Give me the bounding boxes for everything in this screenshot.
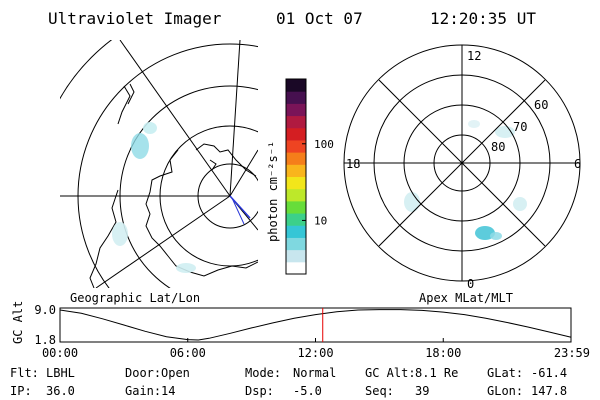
orbit-x-ticks: 00:00 06:00 12:00 18:00 23:59 xyxy=(42,338,590,360)
readout-value: LBHL xyxy=(46,366,75,380)
readout-label: Mode: xyxy=(245,366,281,380)
readout-label: Door: xyxy=(125,366,161,380)
mlt-label-18: 18 xyxy=(346,157,360,171)
colorbar-step xyxy=(286,139,306,153)
magnetic-polar-plot xyxy=(343,44,581,282)
readout-value: Normal xyxy=(293,366,336,380)
colorbar-step xyxy=(286,79,306,92)
colorbar-tick-label: 100 xyxy=(314,138,334,151)
geographic-map xyxy=(60,40,258,288)
colorbar-step xyxy=(286,103,306,117)
geographic-label: Geographic Lat/Lon xyxy=(70,291,200,305)
colorbar-step xyxy=(286,176,306,190)
mlt-label-6: 6 xyxy=(574,157,581,171)
status-readout: Flt: LBHL Door: Open Mode: Normal GC Alt: 8.1 R… xyxy=(10,366,567,398)
mlt-label-0: 0 xyxy=(467,277,474,291)
readout-value: 14 xyxy=(161,384,175,398)
orbit-y-tick-label: 9.0 xyxy=(34,303,56,317)
coastlines xyxy=(89,83,258,288)
colorbar-step xyxy=(286,152,306,165)
readout-label: IP: xyxy=(10,384,32,398)
colorbar-step xyxy=(286,164,306,177)
colorbar-step xyxy=(286,127,306,141)
readout-label: GLat: xyxy=(487,366,523,380)
colorbar-step xyxy=(286,91,306,104)
readout-value: Open xyxy=(161,366,190,380)
mlat-label-60: 60 xyxy=(534,98,548,112)
orbit-x-tick-label: 18:00 xyxy=(425,346,461,360)
mlat-label-80: 80 xyxy=(491,140,505,154)
colorbar-step xyxy=(286,188,306,202)
orbit-x-tick-label: 00:00 xyxy=(42,346,78,360)
readout-label: Flt: xyxy=(10,366,39,380)
orbit-y-axis-label: GC Alt xyxy=(11,301,25,344)
readout-value: 8.1 Re xyxy=(415,366,458,380)
readout-label: Seq: xyxy=(365,384,394,398)
mlat-rings xyxy=(343,44,581,282)
colorbar-tick-label: 10 xyxy=(314,214,327,227)
subsatellite-marker xyxy=(229,195,251,225)
mlt-label-12: 12 xyxy=(467,49,481,63)
readout-value: -5.0 xyxy=(293,384,322,398)
date-label: 01 Oct 07 xyxy=(276,9,363,28)
orbit-x-tick-label: 12:00 xyxy=(297,346,333,360)
readout-label: Dsp: xyxy=(245,384,274,398)
orbit-altitude-chart: 00:00 06:00 12:00 18:00 23:59 9.0 1.8 GC Alt xyxy=(11,301,590,360)
orbit-plot-frame xyxy=(59,307,572,343)
orbit-y-tick-label: 1.8 xyxy=(34,333,56,347)
colorbar-unit-label: photon cm⁻²s⁻¹ xyxy=(266,141,280,242)
colorbar-step xyxy=(286,237,306,251)
colorbar: 100 10 photon cm⁻²s⁻¹ xyxy=(266,78,334,275)
readout-value: 147.8 xyxy=(531,384,567,398)
time-label: 12:20:35 UT xyxy=(430,9,536,28)
aurora-emission-right xyxy=(404,120,527,240)
orbit-y-ticks: 9.0 1.8 xyxy=(34,303,56,347)
readout-label: GLon: xyxy=(487,384,523,398)
colorbar-step xyxy=(286,261,306,275)
colorbar-ticks: 100 10 xyxy=(302,138,334,227)
readout-value: 39 xyxy=(415,384,429,398)
colorbar-gradient xyxy=(286,79,306,275)
mlat-label-70: 70 xyxy=(513,120,527,134)
colorbar-step xyxy=(286,213,306,226)
readout-label: GC Alt: xyxy=(365,366,416,380)
orbit-x-tick-label: 06:00 xyxy=(170,346,206,360)
colorbar-step xyxy=(286,249,306,263)
readout-label: Gain: xyxy=(125,384,161,398)
colorbar-step xyxy=(286,225,306,238)
colorbar-step xyxy=(286,115,306,129)
apex-label: Apex MLat/MLT xyxy=(419,291,513,305)
colorbar-step xyxy=(286,200,306,214)
instrument-title: Ultraviolet Imager xyxy=(48,9,222,28)
orbit-altitude-line xyxy=(59,309,571,341)
readout-value: 36.0 xyxy=(46,384,75,398)
orbit-x-tick-label: 23:59 xyxy=(554,346,590,360)
aurora-emission-left xyxy=(112,122,196,273)
mlt-spokes xyxy=(344,45,580,281)
readout-value: -61.4 xyxy=(531,366,567,380)
